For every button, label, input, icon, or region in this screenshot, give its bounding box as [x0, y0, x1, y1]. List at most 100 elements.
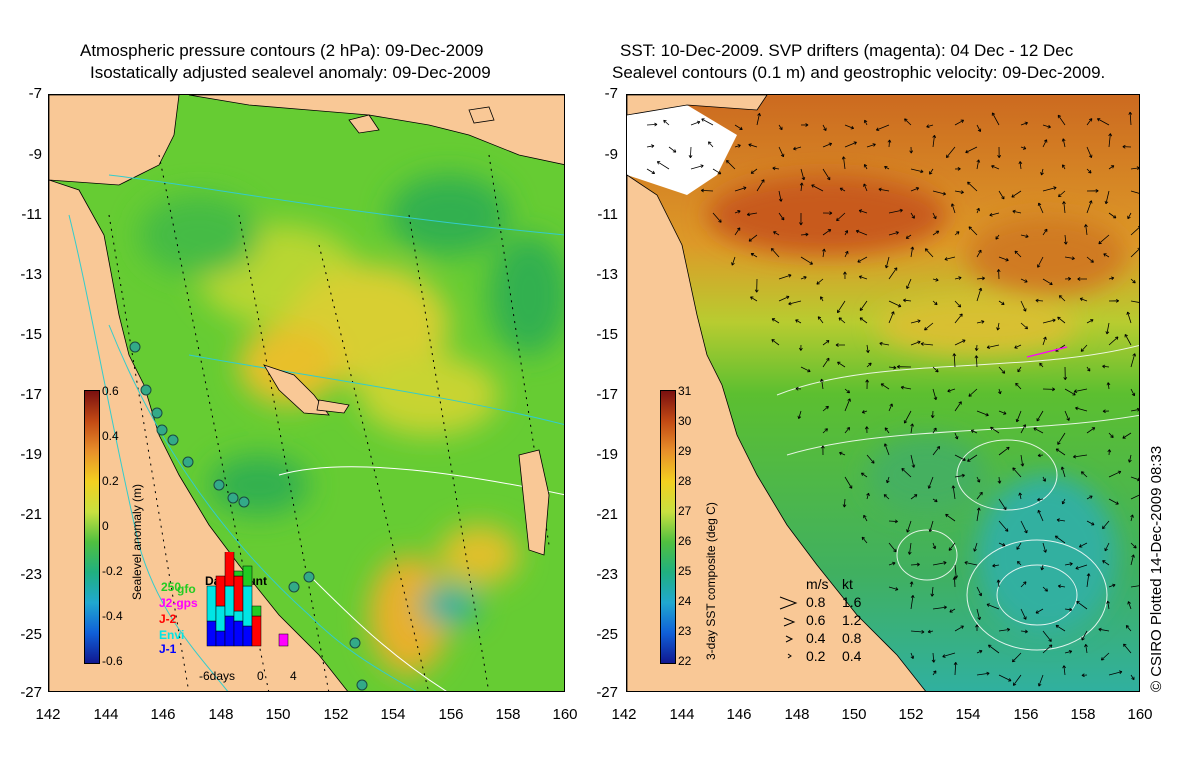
velocity-arrow	[855, 229, 868, 236]
velocity-arrow	[944, 256, 956, 261]
velocity-arrow	[932, 427, 937, 434]
velocity-arrow	[901, 468, 912, 478]
sealevel-colorbar-label: 0.4	[102, 429, 119, 443]
velocity-arrow	[965, 146, 978, 154]
velocity-arrow	[1037, 497, 1044, 502]
svp-drifter-track	[1026, 346, 1068, 358]
velocity-arrow	[976, 507, 981, 522]
velocity-arrow	[646, 122, 658, 127]
right-map-title-line1: SST: 10-Dec-2009. SVP drifters (magenta)…	[620, 41, 1074, 60]
velocity-arrow	[954, 473, 965, 478]
velocity-arrow	[998, 674, 1012, 682]
velocity-arrow	[976, 159, 981, 170]
velocity-arrow	[887, 139, 892, 148]
sst-colorbar-label: 27	[678, 504, 692, 518]
velocity-arrow	[888, 311, 895, 324]
sealevel-anomaly-map[interactable]	[48, 94, 565, 692]
velocity-arrow	[896, 364, 912, 369]
left-x-tick: 158	[495, 706, 521, 723]
velocity-arrow	[932, 605, 947, 610]
velocity-arrow	[859, 317, 868, 324]
velocity-arrow	[1064, 256, 1075, 261]
velocity-arrow	[1012, 467, 1022, 478]
left-y-tick: -7	[28, 85, 42, 102]
velocity-arrow	[866, 362, 872, 368]
velocity-arrow	[992, 563, 1000, 568]
velocity-arrow	[1096, 118, 1110, 126]
velocity-arrow	[1086, 427, 1096, 434]
left-x-tick: 156	[438, 706, 464, 723]
velocity-arrow	[1018, 161, 1023, 170]
velocity-arrow	[910, 652, 915, 659]
velocity-arrow	[1060, 466, 1066, 478]
velocity-arrow	[1108, 212, 1117, 219]
velocity-arrow	[844, 230, 849, 236]
velocity-arrow	[888, 561, 896, 566]
velocity-arrow	[924, 322, 934, 331]
velocity-arrow	[986, 603, 1000, 610]
velocity-arrow	[932, 542, 937, 550]
velocity-arrow	[954, 432, 959, 440]
right-y-tick: -21	[596, 506, 618, 523]
sealevel-anomaly-map-graphic	[49, 95, 564, 691]
sst-colorbar-label: 25	[678, 564, 692, 578]
velocity-arrow	[954, 276, 962, 280]
sst-map[interactable]	[626, 94, 1140, 692]
velocity-arrow	[974, 355, 979, 368]
velocity-arrow	[1077, 277, 1088, 281]
velocity-arrow	[1104, 190, 1110, 205]
velocity-arrow	[1127, 212, 1132, 220]
velocity-arrow	[1108, 583, 1116, 588]
velocity-arrow	[1064, 410, 1070, 421]
velocity-arrow	[954, 300, 962, 308]
velocity-arrow	[1086, 495, 1093, 500]
velocity-arrow	[1086, 520, 1095, 526]
sst-map-graphic	[627, 95, 1139, 691]
velocity-arrow	[991, 112, 1000, 126]
velocity-arrow	[1108, 498, 1119, 505]
velocity-arrow	[1130, 674, 1135, 681]
velocity-arrow	[996, 269, 1001, 280]
velocity-arrow	[734, 186, 747, 192]
velocity-arrow	[1084, 644, 1088, 654]
left-x-tick: 146	[150, 706, 176, 723]
data-count-xlabel: -6days	[199, 669, 236, 683]
velocity-arrow	[1057, 114, 1066, 126]
velocity-arrow	[1042, 278, 1053, 286]
data-count-bar	[233, 620, 244, 647]
velocity-arrow	[926, 124, 934, 129]
sst-colorbar	[660, 390, 676, 664]
velocity-arrow	[816, 278, 824, 285]
velocity-arrow	[976, 649, 983, 654]
velocity-arrow	[1105, 322, 1110, 335]
right-x-tick: 160	[1127, 706, 1153, 723]
velocity-arrow	[954, 339, 966, 346]
velocity-arrow	[1042, 318, 1056, 324]
velocity-arrow	[1127, 601, 1132, 610]
velocity-arrow	[1064, 562, 1073, 566]
velocity-arrow	[932, 498, 938, 503]
velocity-arrow	[997, 146, 1002, 158]
sealevel-colorbar-label: 0	[102, 519, 109, 533]
velocity-arrow	[799, 212, 803, 226]
velocity-arrow	[817, 316, 824, 324]
velocity-arrow	[800, 256, 813, 265]
velocity-arrow	[1037, 453, 1044, 458]
velocity-unit-kt: kt	[842, 576, 853, 592]
velocity-arrow	[880, 383, 890, 390]
velocity-arrow	[976, 410, 989, 417]
velocity-arrow	[998, 256, 1009, 262]
velocity-arrow	[954, 231, 960, 236]
velocity-arrow	[1012, 674, 1022, 686]
legend-envi: Envi	[159, 628, 185, 642]
velocity-arrow	[976, 320, 985, 324]
left-y-tick: -27	[20, 684, 42, 701]
velocity-arrow	[1037, 509, 1044, 522]
sealevel-contours	[776, 344, 1139, 651]
velocity-arrow	[1075, 564, 1088, 570]
data-count-bar	[251, 605, 262, 617]
right-x-tick: 156	[1013, 706, 1039, 723]
right-x-tick: 144	[669, 706, 695, 723]
velocity-arrow	[1102, 409, 1110, 414]
velocity-arrow	[888, 519, 898, 524]
